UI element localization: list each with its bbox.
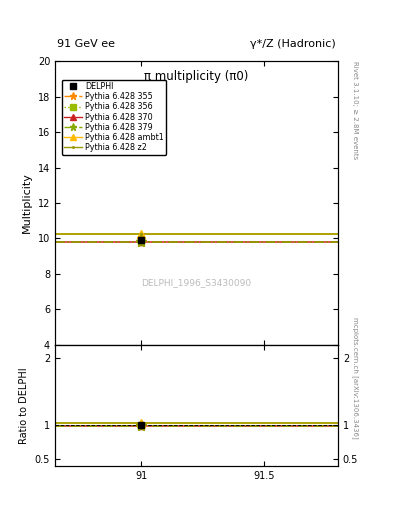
- Y-axis label: Ratio to DELPHI: Ratio to DELPHI: [19, 367, 29, 443]
- Legend: DELPHI, Pythia 6.428 355, Pythia 6.428 356, Pythia 6.428 370, Pythia 6.428 379, : DELPHI, Pythia 6.428 355, Pythia 6.428 3…: [62, 80, 166, 155]
- Y-axis label: Multiplicity: Multiplicity: [22, 173, 32, 233]
- Text: DELPHI_1996_S3430090: DELPHI_1996_S3430090: [141, 278, 252, 287]
- Text: γ*/Z (Hadronic): γ*/Z (Hadronic): [250, 38, 336, 49]
- Text: Rivet 3.1.10; ≥ 2.8M events: Rivet 3.1.10; ≥ 2.8M events: [352, 61, 358, 160]
- Text: mcplots.cern.ch [arXiv:1306.3436]: mcplots.cern.ch [arXiv:1306.3436]: [352, 317, 358, 439]
- Text: π multiplicity (π0): π multiplicity (π0): [144, 70, 249, 83]
- Text: 91 GeV ee: 91 GeV ee: [57, 38, 115, 49]
